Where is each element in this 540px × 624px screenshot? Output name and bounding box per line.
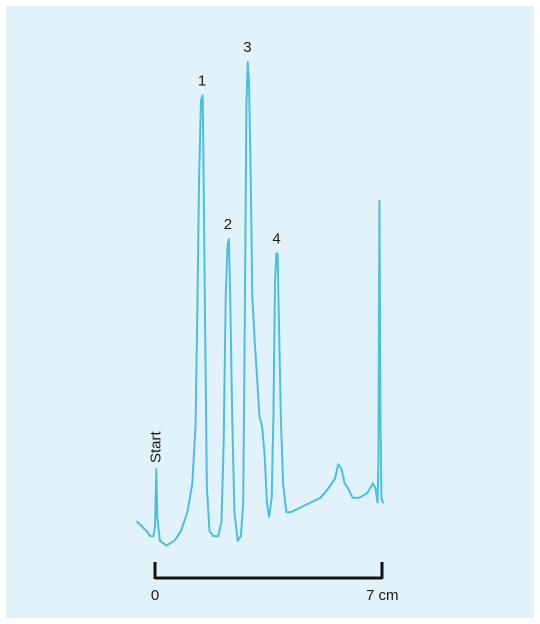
scale-label-seven-cm: 7 cm [366,587,399,604]
scan-trace-line [136,61,384,547]
peak-label-1: 1 [198,73,206,90]
scale-label-zero: 0 [151,587,159,604]
peak-label-2: 2 [224,216,232,233]
peak-labels: 1 2 3 4 [198,39,281,248]
peak-label-4: 4 [272,231,280,248]
start-label: Start [147,431,164,464]
peak-label-3: 3 [243,39,251,56]
